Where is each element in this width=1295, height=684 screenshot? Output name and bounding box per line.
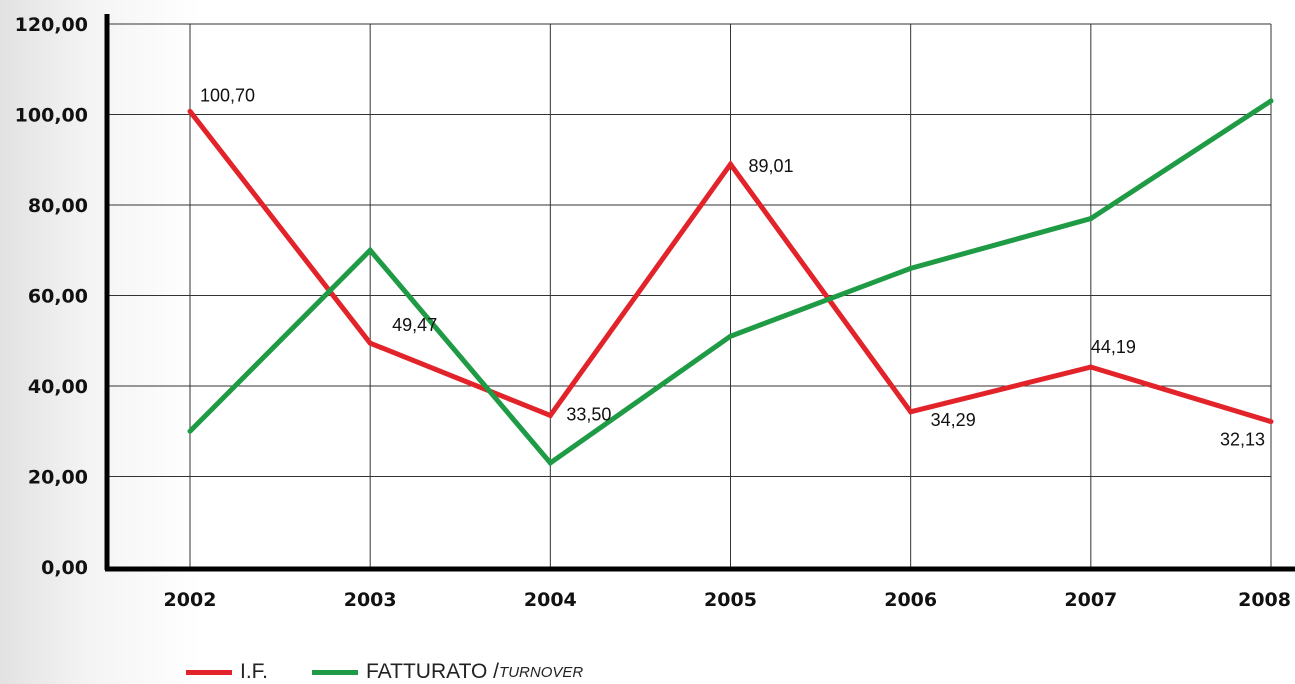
legend: I.F. FATTURATO / TURNOVER [186,660,627,684]
legend-label-turnover-sub: TURNOVER [499,663,584,681]
legend-swatch-if [186,669,232,675]
data-label: 44,19 [1091,337,1136,357]
legend-label-if: I.F. [240,660,269,683]
data-label: 89,01 [749,156,794,176]
data-point [1268,98,1274,104]
x-tick-label: 2007 [1064,589,1117,611]
data-point [1268,419,1274,425]
data-point [728,333,733,339]
data-point [187,428,193,434]
data-point [367,340,373,346]
data-point [547,460,553,466]
x-tick-label: 2003 [344,589,397,611]
data-label: 100,70 [200,85,255,105]
y-tick-label: 20,00 [28,467,88,489]
y-tick-label: 60,00 [28,286,88,308]
legend-swatch-turnover [312,669,359,675]
data-point [908,265,914,271]
data-point [908,409,914,415]
x-tick-label: 2008 [1238,589,1291,611]
legend-item-turnover: FATTURATO / TURNOVER [312,660,583,684]
data-point [367,247,373,253]
data-label: 49,47 [392,315,437,335]
x-tick-label: 2004 [524,589,577,611]
x-tick-label: 2002 [164,589,217,611]
y-tick-label: 0,00 [41,557,88,579]
x-tick-label: 2005 [704,589,757,611]
data-point [728,161,733,167]
data-point [547,412,553,418]
legend-label-turnover: FATTURATO / [366,660,500,683]
data-point [187,108,193,114]
legend-item-if: I.F. [186,660,268,684]
x-tick-label: 2006 [884,589,937,611]
data-label: 34,29 [931,410,976,430]
y-tick-label: 40,00 [28,376,88,398]
y-tick-label: 80,00 [28,195,88,217]
data-point [1088,216,1094,222]
y-tick-label: 120,00 [15,14,88,36]
data-label: 32,13 [1220,430,1265,450]
data-label: 33,50 [566,404,611,424]
data-point [1088,364,1094,370]
y-tick-label: 100,00 [15,105,88,127]
